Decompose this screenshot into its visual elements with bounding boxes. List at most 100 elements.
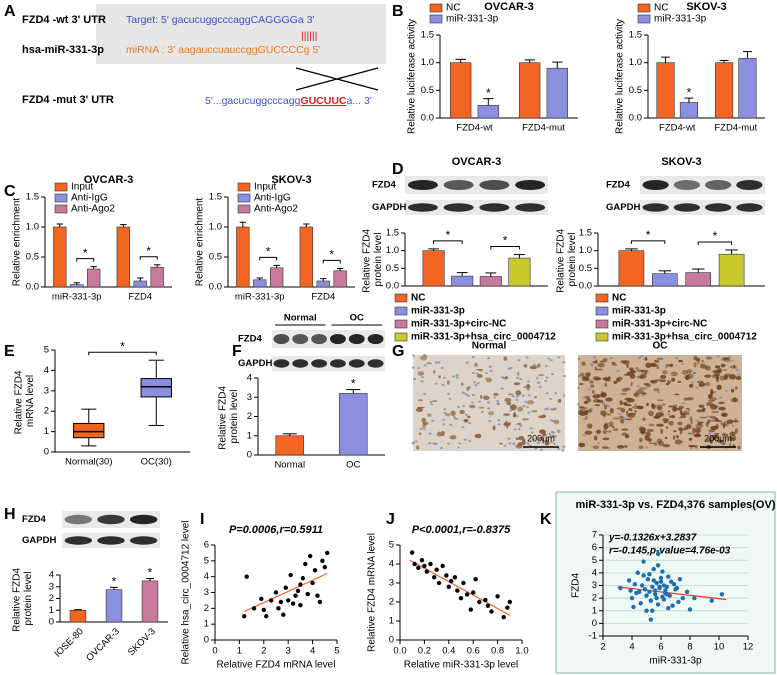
significance-star: * (112, 575, 117, 589)
blot-band (443, 179, 474, 191)
bar (141, 580, 159, 623)
ihc-stain (445, 413, 451, 417)
ihc-stain (686, 369, 693, 374)
ihc-stain (471, 401, 474, 404)
ihc-stain (706, 438, 711, 441)
ihc-nucleus (455, 376, 459, 379)
ihc-stain (616, 445, 625, 449)
y-tick-label: 3 (49, 581, 54, 592)
ihc-stain (584, 395, 590, 398)
ihc-stain (492, 425, 496, 431)
ihc-stain (722, 423, 726, 429)
point (680, 595, 685, 601)
ihc-nucleus (471, 371, 475, 375)
ihc-stain (536, 363, 541, 368)
point (310, 580, 315, 586)
x-tick-label: Normal(30) (65, 457, 113, 468)
ihc-stain (689, 415, 693, 422)
ihc-nucleus (534, 447, 538, 450)
y-tick-label: 0 (389, 635, 394, 646)
ihc-nucleus (737, 373, 741, 376)
x-tick-label: Normal (274, 460, 305, 471)
x-axis-label: Relative FZD4 mRNA level (217, 660, 336, 671)
significance-star: * (486, 86, 491, 100)
ihc-nucleus (420, 380, 424, 383)
ihc-nucleus (440, 446, 444, 450)
bar (479, 276, 502, 287)
ihc-stain (624, 397, 632, 401)
ihc-nucleus (509, 366, 513, 370)
ihc-nucleus (733, 417, 737, 421)
y-tick-label: 6 (204, 540, 209, 551)
point (632, 582, 638, 587)
ihc-stain (729, 434, 737, 440)
blot-band (443, 203, 474, 212)
point (461, 580, 466, 586)
x-tick-label: miR-331-3p (52, 292, 102, 303)
ihc-stain (693, 362, 697, 368)
ihc-nucleus (730, 359, 734, 362)
y-axis-label: Relative FZD4 protein level (361, 226, 384, 293)
ihc-stain (721, 433, 729, 437)
legend-swatch (429, 14, 443, 24)
bar (738, 57, 757, 119)
bar (477, 104, 499, 119)
ihc-stain (604, 379, 611, 382)
blot-label: GAPDH (606, 202, 640, 213)
ihc-stain (521, 418, 530, 421)
significance-bracket (697, 241, 733, 245)
ihc-stain (503, 356, 508, 361)
point (631, 604, 636, 610)
ihc-nucleus (431, 419, 435, 423)
ihc-nucleus (464, 392, 468, 396)
ihc-label: OC (653, 341, 668, 352)
ihc-stain (616, 407, 623, 410)
fit-line (244, 572, 328, 613)
ihc-nucleus (484, 371, 488, 375)
mutant-suffix: a... 3' (347, 95, 372, 107)
ihc-nucleus (637, 356, 641, 359)
ihc-stain (427, 413, 432, 417)
chart-title: OVCAR-3 (484, 1, 534, 13)
ihc-nucleus (496, 400, 500, 403)
ihc-stain (688, 444, 696, 448)
ihc-stain (432, 400, 438, 402)
significance-bracket (139, 256, 158, 260)
ihc-nucleus (507, 437, 511, 440)
point (676, 599, 681, 605)
point (655, 563, 661, 568)
legend-label: miR-331-3p (654, 14, 707, 25)
ihc-stain (580, 406, 588, 410)
ihc-stain (538, 415, 546, 419)
ihc-stain (708, 429, 716, 433)
ihc-stain (482, 395, 490, 401)
y-tick-label: 3 (389, 578, 394, 589)
ihc-stain (612, 428, 619, 432)
ihc-stain (467, 415, 471, 419)
ihc-stain (579, 382, 584, 386)
bar (316, 280, 330, 288)
legend-label: NC (446, 3, 460, 14)
blot-band (407, 203, 438, 212)
mutant-site: GUCUUC (300, 95, 346, 107)
bar (422, 250, 445, 287)
significance-bracket (259, 256, 278, 261)
ihc-stain (518, 435, 525, 441)
ihc-stain (607, 430, 612, 433)
ihc-stain (694, 427, 702, 433)
ihc-stain (669, 363, 674, 367)
ihc-nucleus (681, 362, 685, 365)
ihc-stain (709, 397, 718, 401)
ihc-stain (687, 373, 694, 379)
ihc-nucleus (675, 357, 679, 360)
ihc-nucleus (535, 377, 539, 380)
legend-swatch (54, 193, 68, 203)
point (642, 587, 648, 592)
ihc-stain (485, 377, 493, 383)
ihc-nucleus (451, 375, 455, 378)
ihc-stain (531, 431, 534, 434)
legend-label: NC (411, 293, 425, 304)
x-tick-label: 8 (687, 642, 692, 653)
ihc-stain (612, 425, 615, 429)
ihc-stain (697, 361, 700, 365)
